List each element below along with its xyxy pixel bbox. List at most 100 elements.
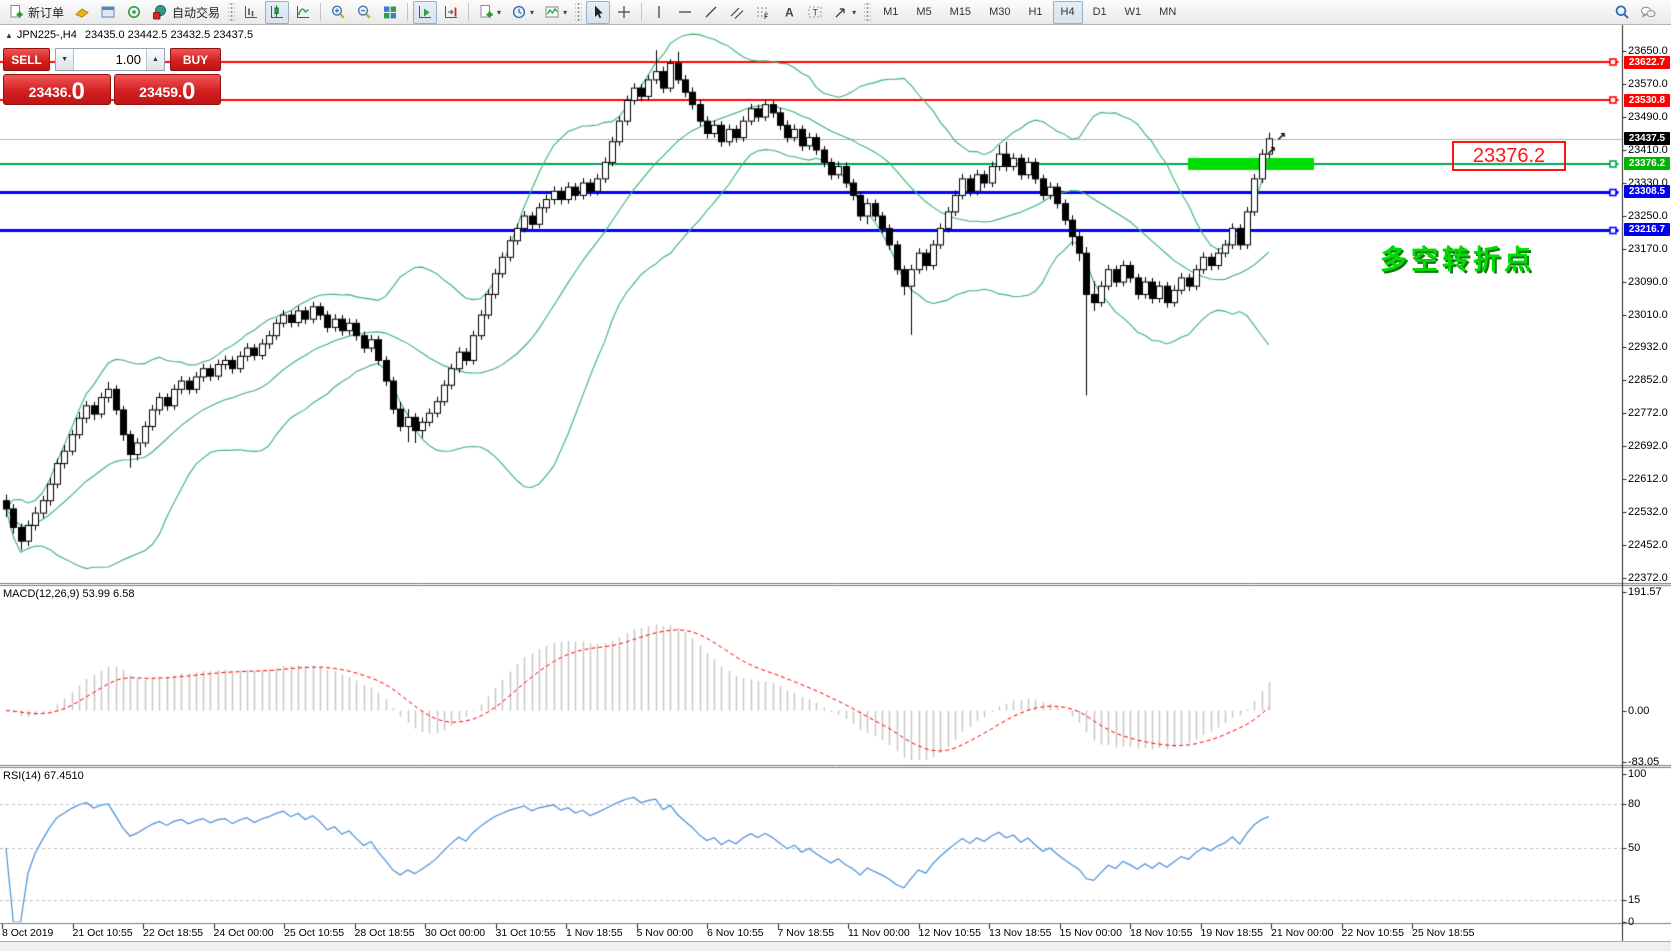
bar-chart-button[interactable] xyxy=(239,1,263,24)
trendline-button[interactable] xyxy=(699,1,723,24)
crosshair-icon xyxy=(618,6,631,18)
label-button[interactable]: T xyxy=(803,1,827,24)
sell-price-main: 23436 xyxy=(28,84,68,100)
dropdown-caret-icon[interactable]: ▾ xyxy=(530,7,535,17)
tile-windows-button[interactable] xyxy=(378,1,402,24)
candle-chart-button[interactable] xyxy=(265,0,290,24)
new-order-button[interactable]: 新订单 xyxy=(4,1,68,24)
text-button[interactable]: A xyxy=(777,1,801,24)
tf-d1[interactable]: D1 xyxy=(1092,6,1107,18)
toolbar-grip[interactable] xyxy=(575,3,583,21)
time-tick-label: 22 Nov 10:55 xyxy=(1341,927,1404,939)
price-tick-label: 22852.0 xyxy=(1628,374,1668,387)
time-tick-label: 18 Nov 10:55 xyxy=(1130,927,1193,939)
rsi-scale-label: 80 xyxy=(1628,797,1641,810)
price-tick-label: 22612.0 xyxy=(1628,473,1668,486)
rsi-scale-label: 100 xyxy=(1628,768,1647,780)
buy-price-button[interactable]: 23459. 0 xyxy=(113,74,221,105)
crosshair-button[interactable] xyxy=(612,1,636,24)
tf-m30[interactable]: M30 xyxy=(989,6,1011,18)
bars-icon xyxy=(245,6,258,18)
new-chart-button[interactable]: ▾ xyxy=(474,1,505,24)
buy-button[interactable]: BUY xyxy=(169,48,221,71)
collapse-arrow-icon[interactable]: ▲ xyxy=(5,31,13,40)
toolbar-separator xyxy=(407,3,409,21)
autotrading-button[interactable]: 自动交易 xyxy=(148,1,224,24)
zoom-in-button[interactable] xyxy=(326,1,350,24)
dropdown-caret-icon[interactable]: ▾ xyxy=(852,7,857,17)
buy-price-main: 23459 xyxy=(139,84,179,100)
autotrade-icon xyxy=(153,5,167,20)
bottom-strip xyxy=(0,941,1671,951)
volume-input[interactable]: 1.00 xyxy=(115,52,141,67)
svg-text:T: T xyxy=(813,8,819,18)
time-tick-label: 22 Oct 18:55 xyxy=(143,927,204,939)
toolbar-grip[interactable] xyxy=(228,3,236,21)
tf-m5[interactable]: M5 xyxy=(916,6,932,18)
zoom-out-button[interactable] xyxy=(352,1,376,24)
panel-icon xyxy=(545,6,559,18)
price-tick-label: 22532.0 xyxy=(1628,506,1668,519)
tf-m15[interactable]: M15 xyxy=(949,6,972,18)
tf-m1[interactable]: M1 xyxy=(883,6,899,18)
price-tag: 23376.2 xyxy=(1624,157,1670,171)
chinese-note-text-object[interactable]: 多空转折点 xyxy=(1380,245,1535,275)
hline-button[interactable] xyxy=(673,1,697,24)
dropdown-caret-icon[interactable]: ▾ xyxy=(497,7,502,17)
metaeditor-icon[interactable] xyxy=(70,1,94,24)
macd-indicator-label: MACD(12,26,9) 53.99 6.58 xyxy=(3,588,135,600)
time-tick-label: 21 Nov 00:00 xyxy=(1271,927,1334,939)
signals-icon[interactable] xyxy=(122,1,146,24)
linechart-icon xyxy=(297,6,310,18)
doc_plus-icon xyxy=(480,5,493,18)
shift-icon xyxy=(445,6,458,18)
line-chart-button[interactable] xyxy=(291,1,315,24)
price-tick-label: 22772.0 xyxy=(1628,407,1668,420)
arrows-button[interactable]: ▾ xyxy=(829,1,860,24)
tf-w1[interactable]: W1 xyxy=(1124,6,1142,18)
auto-scroll-button[interactable] xyxy=(413,0,438,24)
channel-icon xyxy=(730,7,744,19)
sell-price-button[interactable]: 23436. 0 xyxy=(3,74,111,105)
tf-mn[interactable]: MN xyxy=(1159,6,1177,18)
community-chat-button[interactable] xyxy=(1636,1,1660,24)
price-tick-label: 23650.0 xyxy=(1628,45,1668,57)
time-tick-label: 30 Oct 00:00 xyxy=(425,927,486,939)
price-callout-box[interactable]: 23376.2 xyxy=(1452,141,1566,171)
volume-increase-button[interactable]: ▲ xyxy=(145,49,164,70)
vline-button[interactable] xyxy=(647,1,671,24)
chart-shift-button[interactable] xyxy=(439,1,463,24)
indicators-button[interactable]: ▾ xyxy=(540,1,571,24)
price-tag: 23530.8 xyxy=(1624,93,1670,107)
macd-scale-label: 191.57 xyxy=(1628,586,1662,598)
price-tick-label: 23010.0 xyxy=(1628,309,1668,322)
time-tick-label: 5 Nov 00:00 xyxy=(636,927,694,939)
price-tick-label: 23170.0 xyxy=(1628,243,1668,256)
chart-title: ▲ JPN225-,H4 23435.0 23442.5 23432.5 23437… xyxy=(5,29,253,41)
dropdown-caret-icon[interactable]: ▾ xyxy=(563,7,568,17)
fibonacci-button[interactable] xyxy=(751,1,775,24)
candles-icon xyxy=(271,5,284,18)
ohlc-values: 23435.0 23442.5 23432.5 23437.5 xyxy=(84,29,254,41)
tf-h4[interactable]: H4 xyxy=(1052,0,1083,24)
volume-decrease-button[interactable]: ▼ xyxy=(56,49,75,70)
chat-icon xyxy=(1640,6,1656,18)
cursor-button[interactable] xyxy=(586,0,611,24)
toolbar-separator xyxy=(641,3,643,21)
sell-button[interactable]: SELL xyxy=(3,48,51,71)
price-tick-label: 22452.0 xyxy=(1628,539,1668,552)
rsi-indicator-label: RSI(14) 67.4510 xyxy=(3,770,84,782)
search-button[interactable] xyxy=(1610,1,1634,24)
volume-stepper: ▼ 1.00 ▲ xyxy=(55,48,165,71)
signal-icon xyxy=(128,6,141,18)
price-tick-label: 23090.0 xyxy=(1628,276,1668,289)
channel-button[interactable] xyxy=(725,1,749,24)
toolbar-grip[interactable] xyxy=(864,3,872,21)
charts-window-icon[interactable] xyxy=(96,1,120,24)
tf-h1[interactable]: H1 xyxy=(1028,6,1043,18)
price-tag: 23308.5 xyxy=(1624,185,1670,199)
periods-button[interactable]: ▾ xyxy=(507,1,538,24)
gold-icon xyxy=(75,8,89,18)
rsi-scale-label: 15 xyxy=(1628,893,1641,906)
